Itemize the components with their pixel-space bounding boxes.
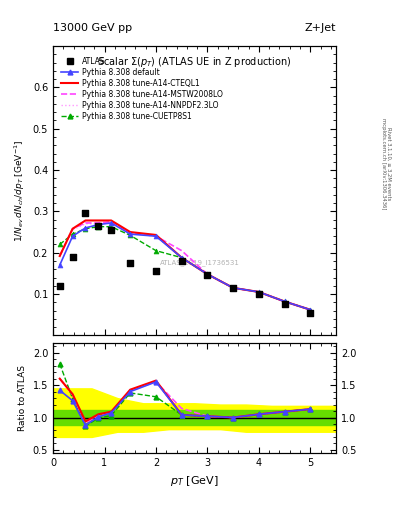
Pythia 8.308 tune-A14-NNPDF2.3LO [308,307,313,313]
Pythia 8.308 default [257,289,261,295]
Pythia 8.308 tune-CUETP8S1 [154,248,158,254]
Pythia 8.308 tune-A14-NNPDF2.3LO [128,230,132,237]
Pythia 8.308 tune-A14-NNPDF2.3LO [205,271,210,278]
Pythia 8.308 tune-A14-NNPDF2.3LO [154,233,158,239]
Pythia 8.308 tune-A14-MSTW2008LO [231,285,235,291]
Pythia 8.308 default [282,298,287,305]
Pythia 8.308 tune-A14-CTEQL1 [96,218,101,224]
Text: Rivet 3.1.10, ≥ 3.2M events: Rivet 3.1.10, ≥ 3.2M events [387,127,391,201]
Pythia 8.308 tune-A14-CTEQL1 [205,271,210,278]
Text: ATLAS_2019_I1736531: ATLAS_2019_I1736531 [160,260,240,266]
Pythia 8.308 tune-A14-MSTW2008LO [282,298,287,305]
ATLAS [204,271,211,280]
Pythia 8.308 tune-A14-CTEQL1 [282,298,287,305]
Pythia 8.308 tune-CUETP8S1 [282,298,287,305]
Pythia 8.308 default [128,231,132,237]
Pythia 8.308 tune-A14-NNPDF2.3LO [179,254,184,261]
ATLAS [70,253,76,261]
ATLAS [82,209,88,218]
Pythia 8.308 default [109,220,114,226]
Pythia 8.308 tune-CUETP8S1 [57,241,62,247]
Line: Pythia 8.308 tune-A14-NNPDF2.3LO: Pythia 8.308 tune-A14-NNPDF2.3LO [60,223,310,310]
Pythia 8.308 default [205,271,210,278]
ATLAS [178,257,185,265]
Pythia 8.308 tune-A14-NNPDF2.3LO [257,289,261,295]
Pythia 8.308 tune-A14-CTEQL1 [57,253,62,259]
ATLAS [256,290,262,298]
Pythia 8.308 tune-A14-MSTW2008LO [57,253,62,259]
Pythia 8.308 tune-A14-MSTW2008LO [109,219,114,225]
Pythia 8.308 tune-A14-MSTW2008LO [96,220,101,226]
Pythia 8.308 tune-A14-CTEQL1 [109,218,114,224]
X-axis label: $p_T$ [GeV]: $p_T$ [GeV] [170,474,219,487]
Pythia 8.308 tune-A14-NNPDF2.3LO [83,221,88,227]
Pythia 8.308 tune-A14-NNPDF2.3LO [231,285,235,291]
Y-axis label: $1/N_{ev}\,dN_{ch}/dp_T\;[\mathrm{GeV}^{-1}]$: $1/N_{ev}\,dN_{ch}/dp_T\;[\mathrm{GeV}^{… [13,139,27,242]
Pythia 8.308 tune-A14-NNPDF2.3LO [109,220,114,226]
Line: Pythia 8.308 tune-CUETP8S1: Pythia 8.308 tune-CUETP8S1 [57,224,313,312]
Pythia 8.308 tune-A14-NNPDF2.3LO [282,298,287,305]
Pythia 8.308 tune-A14-NNPDF2.3LO [57,253,62,259]
Text: 13000 GeV pp: 13000 GeV pp [53,23,132,33]
Pythia 8.308 tune-A14-MSTW2008LO [83,220,88,226]
ATLAS [281,300,288,308]
Line: Pythia 8.308 default: Pythia 8.308 default [57,221,313,312]
Pythia 8.308 default [83,225,88,231]
Text: Z+Jet: Z+Jet [305,23,336,33]
Pythia 8.308 tune-CUETP8S1 [179,254,184,261]
Pythia 8.308 tune-CUETP8S1 [70,231,75,237]
Pythia 8.308 tune-A14-NNPDF2.3LO [96,221,101,227]
Pythia 8.308 tune-A14-MSTW2008LO [308,307,313,313]
Pythia 8.308 default [96,222,101,228]
ATLAS [95,222,101,230]
Pythia 8.308 tune-A14-CTEQL1 [70,226,75,232]
Pythia 8.308 tune-A14-CTEQL1 [257,289,261,295]
Pythia 8.308 default [179,254,184,261]
Pythia 8.308 default [154,233,158,239]
ATLAS [127,259,133,267]
Pythia 8.308 tune-CUETP8S1 [128,232,132,239]
Pythia 8.308 tune-A14-CTEQL1 [128,229,132,235]
Pythia 8.308 tune-A14-CTEQL1 [83,218,88,224]
ATLAS [307,309,314,317]
Pythia 8.308 tune-CUETP8S1 [205,271,210,278]
Pythia 8.308 default [57,262,62,268]
Pythia 8.308 tune-A14-MSTW2008LO [128,230,132,236]
Pythia 8.308 tune-A14-MSTW2008LO [154,233,158,239]
ATLAS [57,282,63,290]
Pythia 8.308 tune-A14-CTEQL1 [308,307,313,313]
Pythia 8.308 tune-CUETP8S1 [231,285,235,291]
Legend: ATLAS, Pythia 8.308 default, Pythia 8.308 tune-A14-CTEQL1, Pythia 8.308 tune-A14: ATLAS, Pythia 8.308 default, Pythia 8.30… [60,56,224,122]
Y-axis label: Ratio to ATLAS: Ratio to ATLAS [18,365,27,431]
Pythia 8.308 tune-A14-CTEQL1 [154,232,158,238]
Pythia 8.308 tune-A14-CTEQL1 [231,285,235,291]
Pythia 8.308 default [231,285,235,291]
Pythia 8.308 tune-CUETP8S1 [308,307,313,313]
Pythia 8.308 tune-CUETP8S1 [109,224,114,230]
Pythia 8.308 tune-A14-MSTW2008LO [205,271,210,278]
ATLAS [230,284,236,292]
Pythia 8.308 tune-CUETP8S1 [83,226,88,232]
Pythia 8.308 tune-CUETP8S1 [96,224,101,230]
Pythia 8.308 default [308,307,313,313]
Pythia 8.308 tune-CUETP8S1 [257,289,261,295]
Line: Pythia 8.308 tune-A14-CTEQL1: Pythia 8.308 tune-A14-CTEQL1 [60,221,310,310]
Pythia 8.308 tune-A14-NNPDF2.3LO [70,227,75,233]
Pythia 8.308 tune-A14-MSTW2008LO [179,248,184,254]
Pythia 8.308 tune-A14-MSTW2008LO [70,226,75,232]
Text: mcplots.cern.ch [arXiv:1306.3436]: mcplots.cern.ch [arXiv:1306.3436] [381,118,386,209]
Text: Scalar $\Sigma(p_T)$ (ATLAS UE in Z production): Scalar $\Sigma(p_T)$ (ATLAS UE in Z prod… [97,55,292,69]
Pythia 8.308 tune-A14-MSTW2008LO [257,289,261,295]
ATLAS [153,267,159,275]
Pythia 8.308 tune-A14-CTEQL1 [179,254,184,261]
ATLAS [108,226,114,234]
Pythia 8.308 default [70,233,75,239]
Line: Pythia 8.308 tune-A14-MSTW2008LO: Pythia 8.308 tune-A14-MSTW2008LO [60,222,310,310]
